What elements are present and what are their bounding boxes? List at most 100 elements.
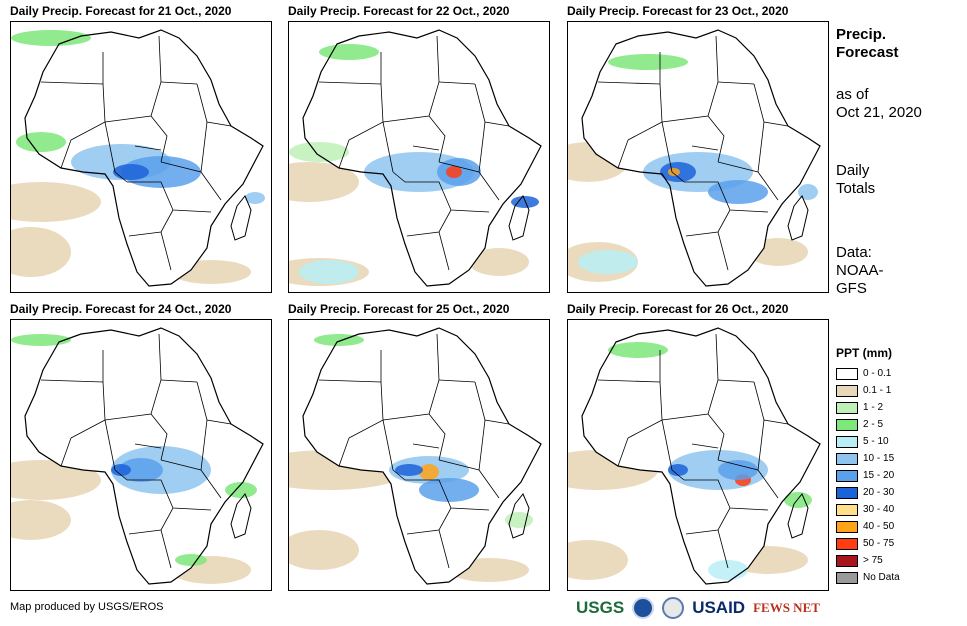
country-border [757, 419, 765, 471]
country-border [392, 171, 406, 183]
legend-label: 40 - 50 [863, 521, 895, 532]
country-border [134, 443, 162, 449]
country-border [671, 469, 685, 481]
country-border [684, 181, 769, 213]
country-border [392, 469, 406, 481]
country-border [438, 81, 476, 85]
data-source: Data: NOAA- GFS [836, 244, 884, 297]
country-border [127, 479, 212, 511]
coastline [24, 29, 264, 287]
legend-swatch [836, 384, 858, 397]
africa-map [289, 22, 549, 292]
legend-rows: 0 - 0.1 0.1 - 1 1 - 2 2 - 5 5 - 10 10 - 15 15 … [836, 365, 900, 586]
country-border [160, 529, 172, 569]
country-border [438, 379, 476, 383]
country-border [412, 145, 440, 151]
forecast-heading: Precip. Forecast [836, 26, 899, 61]
precip-area [11, 334, 71, 346]
country-border [438, 529, 450, 569]
legend-label: 10 - 15 [863, 453, 895, 464]
legend-swatch [836, 571, 858, 584]
precip-area [505, 512, 533, 528]
africa-map [568, 320, 828, 590]
usaid-logo: USAID [692, 598, 746, 617]
precip-area [111, 464, 131, 476]
country-border [478, 419, 486, 471]
fews-net-logo: FEWS NET [753, 600, 820, 615]
precip-area [11, 30, 91, 46]
legend-swatch [836, 401, 858, 414]
legend-label: No Data [863, 572, 900, 583]
precip-area [119, 458, 163, 482]
precip-area [708, 180, 768, 204]
coastline [581, 29, 821, 287]
legend-label: 5 - 10 [863, 436, 889, 447]
madagascar-outline [508, 493, 530, 539]
legend-title: PPT (mm) [836, 346, 893, 360]
coastline [24, 327, 264, 585]
country-border [104, 35, 162, 123]
country-border [338, 139, 350, 169]
legend-label: 0.1 - 1 [863, 385, 892, 396]
country-border [114, 171, 128, 183]
country-border [661, 333, 719, 421]
precip-area [419, 464, 439, 480]
africa-map [289, 320, 549, 590]
precip-area [175, 554, 207, 566]
precip-area [299, 260, 359, 284]
legend-swatch [836, 520, 858, 533]
country-border [428, 115, 446, 163]
country-border [160, 379, 198, 383]
coastline [302, 29, 542, 287]
country-border [684, 479, 769, 511]
country-border [691, 145, 719, 151]
precip-area [319, 44, 379, 60]
country-border [104, 419, 116, 471]
legend-item: 1 - 2 [836, 399, 900, 416]
legend-swatch [836, 503, 858, 516]
legend-label: > 75 [863, 555, 883, 566]
legend-swatch [836, 435, 858, 448]
precip-area [314, 334, 364, 346]
precip-map [288, 21, 550, 293]
legend-item: 40 - 50 [836, 518, 900, 535]
country-border [428, 413, 446, 461]
legend-swatch [836, 554, 858, 567]
country-border [707, 413, 725, 461]
madagascar-outline [787, 493, 809, 539]
africa-map [568, 22, 828, 292]
precip-map [10, 21, 272, 293]
legend-label: 0 - 0.1 [863, 368, 892, 379]
ppt-legend: PPT (mm) 0 - 0.1 0.1 - 1 1 - 2 2 - 5 5 - 10 1… [836, 346, 900, 586]
madagascar-outline [230, 195, 252, 241]
precip-area [511, 196, 539, 208]
country-border [671, 171, 685, 183]
country-border [717, 379, 755, 383]
country-border [200, 121, 208, 173]
country-border [661, 419, 673, 471]
precip-area [784, 492, 812, 508]
country-border [661, 121, 673, 173]
country-border [438, 231, 450, 271]
light-rain-area [568, 540, 628, 580]
legend-swatch [836, 486, 858, 499]
precip-area [668, 464, 688, 476]
light-rain-area [289, 162, 359, 202]
country-border [382, 121, 394, 173]
coastline [581, 327, 821, 585]
legend-item: 0.1 - 1 [836, 382, 900, 399]
legend-item: 5 - 10 [836, 433, 900, 450]
precip-area [446, 166, 462, 178]
light-rain-area [469, 248, 529, 276]
africa-map [11, 320, 271, 590]
country-border [160, 81, 198, 85]
legend-swatch [836, 537, 858, 550]
partner-logos: USGS USAID FEWS NET [576, 594, 828, 622]
country-border [717, 529, 729, 569]
precip-area [113, 164, 149, 180]
light-rain-area [11, 460, 101, 500]
country-border [150, 413, 168, 461]
country-border [707, 115, 725, 163]
precip-area [608, 342, 668, 358]
totals-note: Daily Totals [836, 162, 876, 197]
